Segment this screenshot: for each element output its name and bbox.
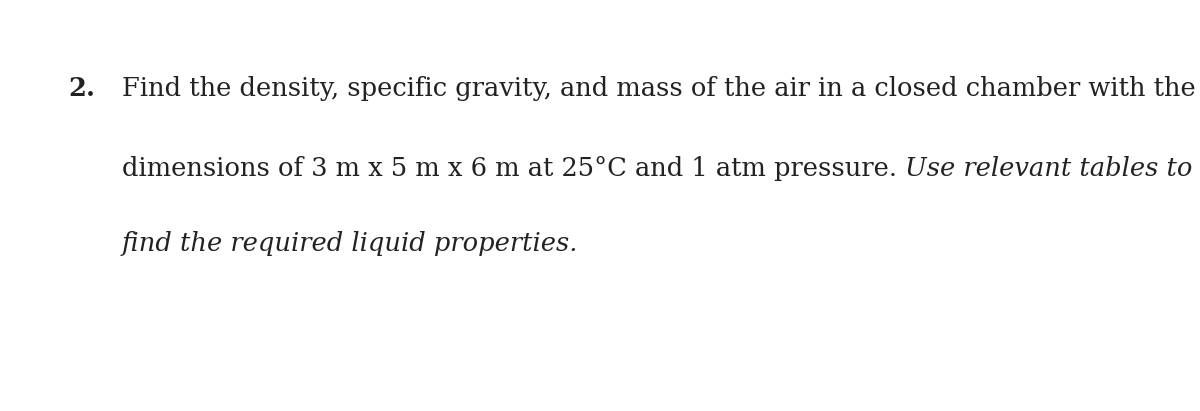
Text: Find the density, specific gravity, and mass of the air in a closed chamber with: Find the density, specific gravity, and … <box>122 76 1195 101</box>
Text: dimensions of 3 m x 5 m x 6 m at 25°C and 1 atm pressure.: dimensions of 3 m x 5 m x 6 m at 25°C an… <box>122 156 905 181</box>
Text: find the required liquid properties.: find the required liquid properties. <box>122 231 578 256</box>
Text: 2.: 2. <box>68 76 95 101</box>
Text: Use relevant tables to: Use relevant tables to <box>905 156 1193 181</box>
